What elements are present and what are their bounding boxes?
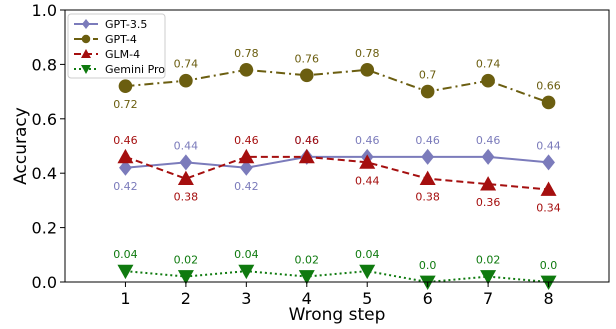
marker-triangle-down <box>238 264 255 280</box>
marker-triangle-up <box>81 49 91 58</box>
data-label: 0.42 <box>234 180 259 193</box>
marker-circle <box>81 34 91 44</box>
x-tick-label: 7 <box>483 289 493 308</box>
marker-circle <box>541 95 556 110</box>
marker-diamond <box>239 159 253 176</box>
y-tick-label: 0.2 <box>32 219 57 238</box>
data-label: 0.78 <box>234 47 259 60</box>
data-label: 0.74 <box>174 58 199 71</box>
series-markers <box>117 63 557 290</box>
data-label: 0.7 <box>419 69 437 82</box>
x-tick-label: 8 <box>543 289 553 308</box>
data-label: 0.72 <box>113 98 138 111</box>
data-label: 0.04 <box>113 248 138 261</box>
data-label: 0.0 <box>540 259 558 272</box>
y-tick-label: 0.6 <box>32 110 57 129</box>
marker-diamond <box>481 148 495 165</box>
axes: 0.0 0.2 0.4 0.6 0.8 1.0 1 2 3 4 5 6 7 8 <box>32 1 610 308</box>
data-label: 0.46 <box>476 134 501 147</box>
data-label: 0.38 <box>415 191 440 204</box>
marker-triangle-up <box>177 170 194 186</box>
y-axis-title: Accuracy <box>11 107 31 185</box>
data-label: 0.38 <box>174 191 199 204</box>
marker-triangle-up <box>238 148 255 164</box>
data-labels: 0.42 0.44 0.42 0.46 0.46 0.46 0.46 0.44 0.72 0.74… <box>113 47 561 272</box>
marker-triangle-down <box>298 270 315 285</box>
data-label: 0.0 <box>419 259 437 272</box>
marker-circle <box>420 84 435 99</box>
data-label: 0.02 <box>295 254 320 267</box>
data-label: 0.36 <box>476 196 501 209</box>
series-lines <box>125 68 549 284</box>
legend: GPT-3.5 GPT-4 GLM-4 Gemini Pro <box>67 13 166 79</box>
data-label: 0.66 <box>536 79 561 92</box>
data-label: 0.42 <box>113 180 138 193</box>
series-line <box>125 68 549 104</box>
data-label: 0.74 <box>476 58 501 71</box>
marker-circle <box>179 73 193 88</box>
marker-triangle-up <box>359 154 376 169</box>
marker-diamond <box>542 154 555 171</box>
marker-triangle-up <box>480 176 497 191</box>
data-label: 0.76 <box>295 52 320 65</box>
x-tick-label: 6 <box>423 289 433 308</box>
marker-circle <box>481 73 495 88</box>
marker-triangle-down <box>117 264 134 280</box>
marker-circle <box>239 63 254 77</box>
data-label: 0.44 <box>536 139 561 152</box>
marker-triangle-down <box>177 270 194 285</box>
legend-box <box>67 13 166 79</box>
marker-diamond <box>82 19 90 29</box>
data-label: 0.02 <box>476 254 501 267</box>
legend-label: GPT-4 <box>105 33 137 46</box>
data-label: 0.44 <box>174 139 199 152</box>
data-label: 0.46 <box>113 134 138 147</box>
marker-triangle-up <box>540 181 557 196</box>
x-tick-label: 3 <box>241 289 251 308</box>
marker-triangle-down <box>480 270 497 285</box>
x-axis-title: Wrong step <box>289 305 386 325</box>
series-line <box>125 155 549 169</box>
marker-circle <box>360 63 375 77</box>
marker-triangle-down <box>81 65 91 74</box>
data-label: 0.44 <box>355 174 380 187</box>
marker-triangle-up <box>117 148 134 164</box>
y-tick-label: 0.4 <box>32 164 57 183</box>
marker-diamond <box>421 148 435 165</box>
x-tick-label: 4 <box>302 289 312 308</box>
y-tick-label: 1.0 <box>32 1 57 20</box>
data-label: 0.02 <box>174 254 199 267</box>
y-tick-label: 0.8 <box>32 55 57 74</box>
x-tick-label: 1 <box>120 289 130 308</box>
data-label: 0.46 <box>234 134 259 147</box>
data-label: 0.78 <box>355 47 380 60</box>
data-label: 0.34 <box>536 202 561 215</box>
marker-circle <box>118 79 133 93</box>
marker-circle <box>299 68 314 83</box>
data-label: 0.46 <box>355 134 380 147</box>
marker-triangle-up <box>419 170 436 186</box>
x-tick-label: 5 <box>362 289 372 308</box>
marker-triangle-up <box>298 148 315 164</box>
legend-label: GLM-4 <box>105 48 140 61</box>
data-label: 0.46 <box>295 134 320 147</box>
series-line <box>125 270 549 284</box>
y-tick-label: 0.0 <box>32 273 57 292</box>
x-tick-label: 2 <box>181 289 191 308</box>
plot-frame <box>64 9 610 283</box>
data-label: 0.04 <box>355 248 380 261</box>
marker-diamond <box>119 159 132 176</box>
marker-triangle-down <box>359 264 376 280</box>
legend-label: Gemini Pro <box>105 63 165 76</box>
data-label: 0.04 <box>234 248 259 261</box>
data-label: 0.46 <box>415 134 440 147</box>
legend-label: GPT-3.5 <box>105 18 147 31</box>
marker-diamond <box>179 154 193 171</box>
data-label: 0.46 <box>295 134 320 147</box>
